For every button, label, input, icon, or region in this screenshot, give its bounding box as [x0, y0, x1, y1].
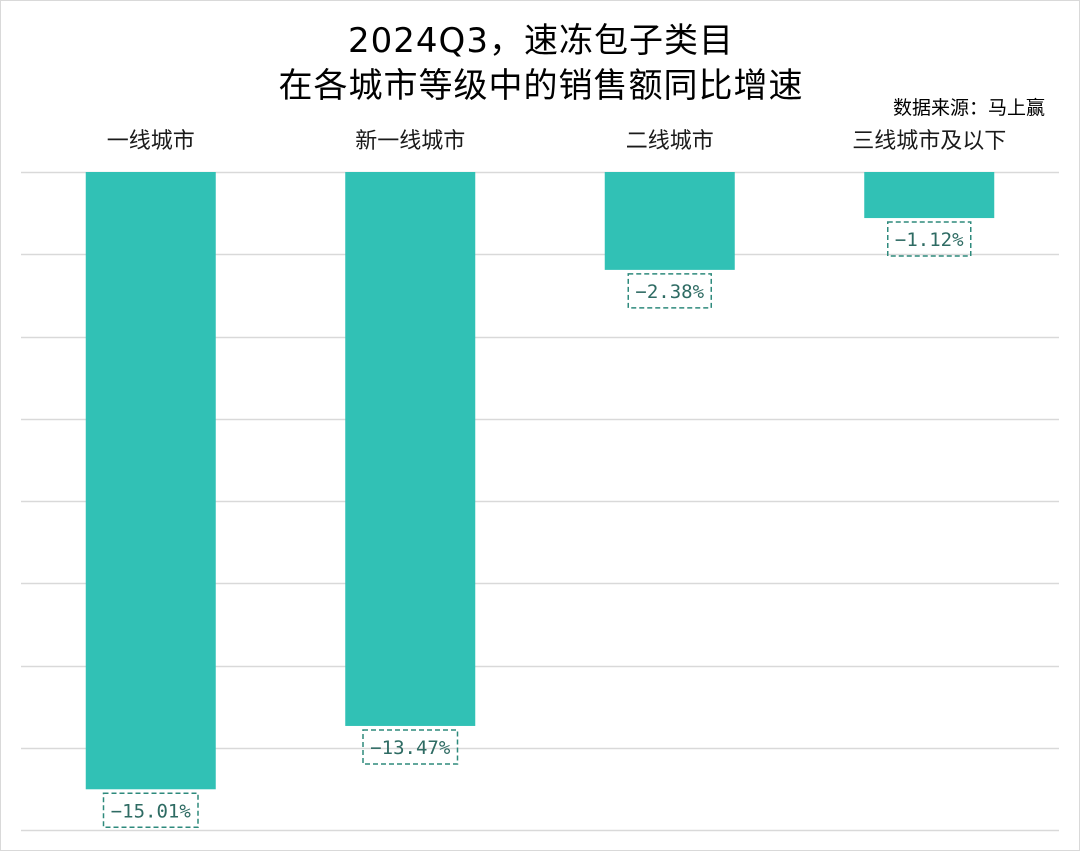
chart-title: 2024Q3，速冻包子类目 在各城市等级中的销售额同比增速 — [1, 19, 1080, 109]
data-source-note: 数据来源：马上赢 — [892, 97, 1045, 119]
bar — [345, 172, 476, 726]
bar — [85, 172, 216, 790]
bar — [604, 172, 735, 270]
chart-title-line1: 2024Q3，速冻包子类目 — [348, 21, 734, 61]
data-label-box — [627, 273, 712, 309]
data-label-text: −2.38% — [635, 281, 704, 303]
category-labels: 一线城市 新一线城市 二线城市 三线城市及以下 — [107, 129, 1007, 154]
data-label: −1.12% — [887, 221, 972, 257]
category-label: 二线城市 — [626, 129, 714, 154]
data-label-box — [102, 792, 199, 829]
bar — [864, 172, 995, 219]
data-label: −2.38% — [627, 273, 712, 309]
data-label-text: −1.12% — [895, 229, 964, 251]
data-label-text: −15.01% — [111, 800, 192, 822]
bars — [85, 172, 995, 790]
data-label-box — [362, 729, 459, 765]
data-label: −13.47% — [362, 729, 459, 765]
data-label: −15.01% — [102, 792, 199, 829]
chart-title-line2: 在各城市等级中的销售额同比增速 — [278, 66, 804, 106]
category-label: 三线城市及以下 — [852, 129, 1006, 154]
data-label-box — [887, 221, 972, 257]
category-label: 新一线城市 — [355, 129, 465, 154]
data-labels: −15.01% −13.47% −2.38% −1.12% — [102, 221, 972, 829]
data-label-text: −13.47% — [370, 737, 451, 759]
category-label: 一线城市 — [107, 129, 195, 154]
